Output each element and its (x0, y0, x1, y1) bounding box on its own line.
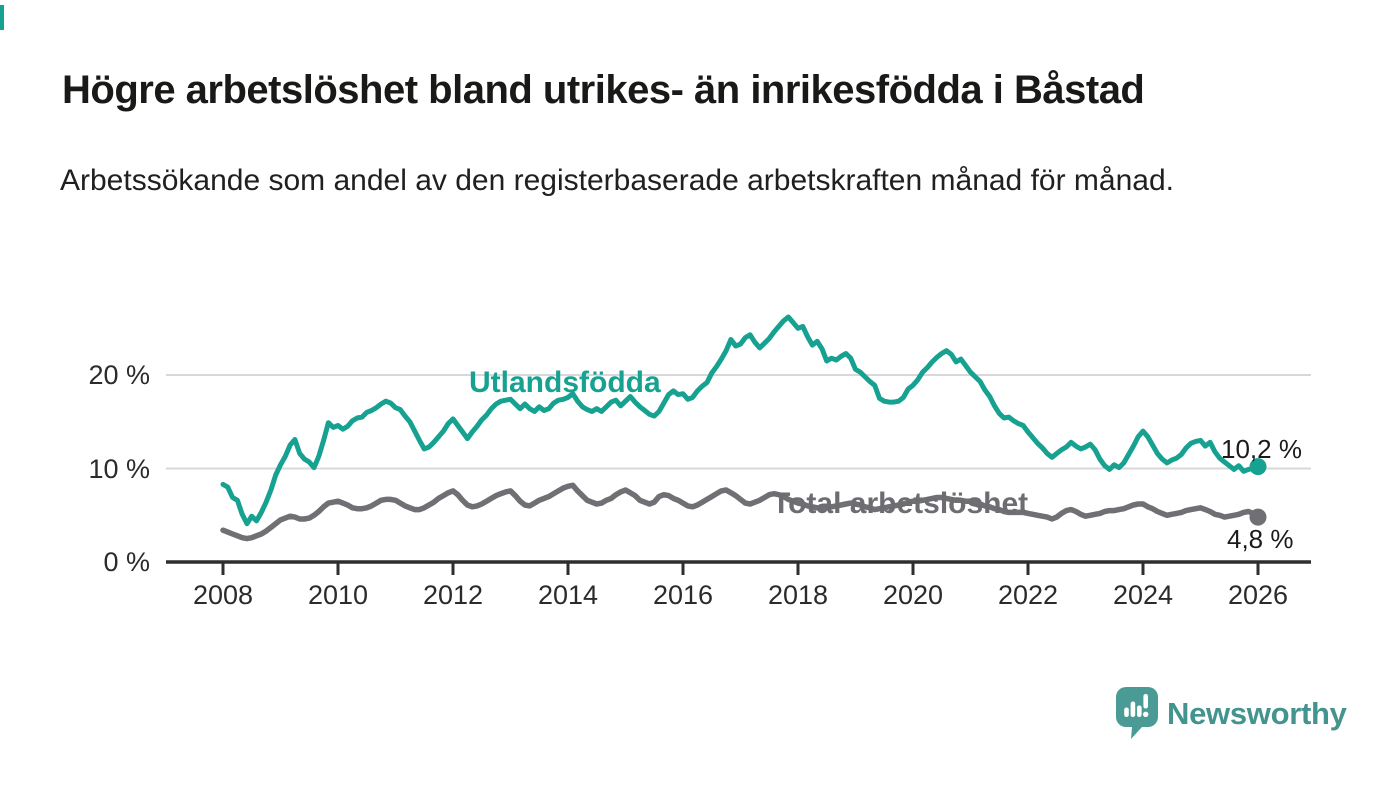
series-label-total-arbetsloshet: Total arbetslöshet (772, 487, 1029, 520)
end-value-label-utlandsfodda: 10,2 % (1221, 434, 1302, 464)
x-tick-label: 2014 (537, 580, 599, 610)
series-label-utlandsfodda: Utlandsfödda (469, 366, 661, 399)
x-tick-label: 2016 (652, 580, 714, 610)
page-title: Högre arbetslöshet bland utrikes- än inr… (62, 68, 1145, 112)
x-tick-label: 2018 (767, 580, 829, 610)
newsworthy-logo-text: Newsworthy (1167, 695, 1347, 731)
corner-accent-mark (0, 5, 4, 30)
end-dot-utlandsfodda (1249, 458, 1267, 476)
y-tick-label: 20 % (88, 360, 150, 390)
x-tick-label: 2012 (422, 580, 484, 610)
series-line-total (220, 482, 1261, 542)
x-tick-label: 2020 (882, 580, 944, 610)
page-subtitle: Arbetssökande som andel av den registerb… (60, 164, 1174, 197)
y-tick-label: 10 % (88, 453, 150, 484)
end-value-label-total: 4,8 % (1227, 524, 1294, 554)
x-tick-label: 2022 (997, 580, 1059, 610)
series-line-utlandsfodda (220, 314, 1261, 527)
newsworthy-logo: Newsworthy (1116, 687, 1347, 740)
newsworthy-logo-icon (1116, 687, 1158, 739)
x-tick-label: 2024 (1112, 580, 1174, 610)
x-tick-label: 2008 (192, 580, 254, 610)
x-tick-label: 2010 (307, 580, 369, 610)
end-dot-total (1249, 508, 1267, 526)
x-tick-label: 2026 (1227, 580, 1289, 610)
y-tick-label: 0 % (103, 547, 150, 577)
